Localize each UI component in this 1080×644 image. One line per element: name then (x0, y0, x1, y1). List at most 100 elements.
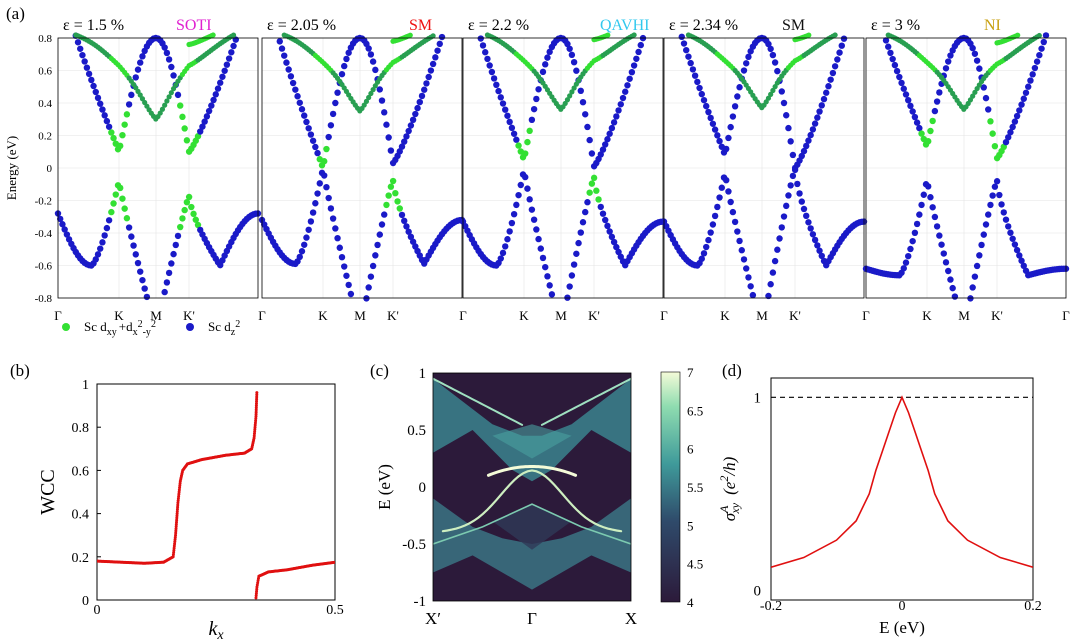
band-point (301, 241, 308, 248)
band-point (947, 52, 954, 59)
band-point (179, 215, 186, 222)
band-point (157, 110, 163, 116)
band-point (336, 244, 343, 251)
band-point (97, 245, 104, 252)
band-point (376, 231, 383, 238)
band-point (972, 89, 978, 95)
edge-state-curve (433, 377, 524, 426)
wcc-point (254, 412, 258, 416)
kpath-label: Γ (459, 308, 467, 323)
band-point (769, 269, 777, 276)
band-point (383, 201, 390, 209)
band-point (597, 151, 604, 158)
band-point (504, 236, 511, 243)
band-point (1016, 107, 1023, 114)
band-point (197, 128, 204, 135)
band-point (139, 96, 146, 102)
band-point (128, 91, 135, 99)
strain-label: ε = 2.05 % (267, 17, 336, 34)
band-point (305, 226, 312, 233)
wcc-point (171, 553, 175, 557)
strain-label: ε = 2.34 % (669, 17, 738, 34)
phase-label: QAVHI (600, 17, 649, 34)
wcc-point (254, 404, 258, 408)
band-point (767, 281, 774, 288)
kpath-label: K (519, 308, 529, 323)
band-point (125, 224, 133, 231)
energy-tick-label: -0.4 (35, 228, 53, 240)
legend-marker-green (62, 323, 70, 331)
colorbar-tick-label: 4 (687, 595, 694, 610)
band-subplot: ε = 1.5 % SOTI Γ K M K' (54, 17, 262, 323)
band-point (139, 276, 146, 284)
band-point (223, 61, 231, 68)
wcc-point (176, 496, 180, 500)
band-point (789, 172, 797, 180)
band-point (896, 73, 903, 81)
band-point (298, 106, 306, 113)
kpath-label: Γ (862, 308, 870, 323)
wcc-point (255, 395, 259, 399)
band-point (834, 56, 841, 63)
band-point (387, 147, 395, 154)
band-point (577, 229, 584, 236)
band-point (942, 259, 950, 266)
band-point (707, 229, 714, 236)
band-point (533, 226, 540, 233)
band-point (414, 104, 421, 112)
band-point (745, 274, 752, 281)
band-point (548, 291, 556, 298)
kpath-label: M (756, 308, 768, 323)
band-point (416, 98, 423, 106)
band-point (1022, 89, 1030, 96)
hall-tick-label: 0.2 (1024, 599, 1042, 614)
band-point (637, 41, 644, 49)
wcc-point (254, 414, 258, 418)
band-point (1013, 246, 1021, 254)
wcc-point (252, 434, 256, 438)
band-point (716, 137, 723, 145)
band-point (725, 188, 732, 195)
band-point (347, 290, 355, 298)
band-point (423, 80, 430, 87)
band-point (993, 178, 1001, 185)
kpath-label: K (720, 308, 730, 323)
band-point (407, 122, 415, 129)
band-point (938, 241, 945, 248)
band-point (83, 64, 91, 71)
wcc-point (253, 425, 257, 429)
band-point (723, 145, 730, 153)
wcc-point (173, 542, 177, 546)
panel-label-d: (d) (722, 361, 742, 380)
band-point (132, 251, 139, 258)
band-point (832, 32, 838, 38)
energy-tick-label: 0.2 (38, 131, 52, 143)
band-point (765, 95, 772, 101)
band-point (882, 37, 890, 44)
wcc-point (254, 419, 258, 423)
band-point (134, 66, 142, 73)
band-point (159, 106, 166, 112)
band-point (117, 142, 124, 150)
band-point (363, 98, 370, 104)
band-point (913, 220, 921, 228)
band-point (137, 59, 144, 66)
band-subplot-frame (462, 37, 664, 299)
band-point (383, 121, 390, 128)
band-point (301, 112, 308, 119)
band-point (823, 89, 830, 96)
band-point (1009, 235, 1016, 242)
band-point (1007, 129, 1014, 136)
band-point (740, 67, 748, 74)
wcc-tick-label: 0.2 (72, 551, 90, 566)
band-point (108, 129, 115, 136)
band-point (201, 118, 208, 125)
band-point (309, 137, 317, 144)
band-point (698, 90, 705, 98)
band-point (691, 72, 699, 79)
band-point (989, 130, 996, 137)
band-point (179, 113, 186, 121)
band-point (365, 45, 372, 52)
band-point (396, 205, 403, 212)
band-point (482, 49, 489, 56)
